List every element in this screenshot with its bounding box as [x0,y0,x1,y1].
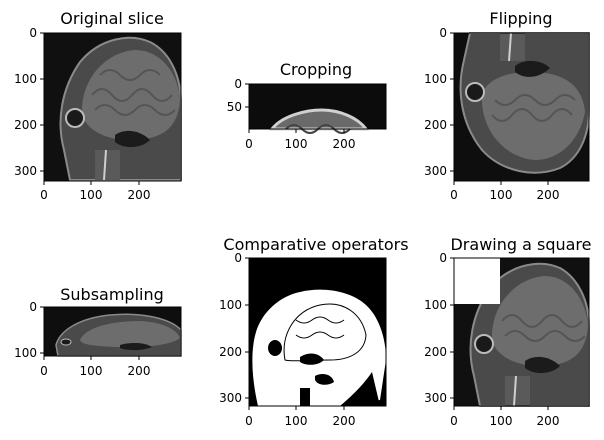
y-tick-label: 200 [14,118,37,132]
x-tick-label: 0 [450,188,458,202]
panel-title: Original slice [60,9,164,28]
y-tick-label: 0 [29,300,37,314]
image-subsampling [44,307,182,357]
x-tick-label: 200 [128,364,151,378]
panel-title: Flipping [489,9,552,28]
y-tick-label: 0 [234,77,242,91]
y-tick-label: 100 [424,72,447,86]
x-tick-label: 200 [333,137,356,151]
x-axis: 0 100 200 [40,356,150,378]
x-tick-label: 0 [40,188,48,202]
image-flipping [454,32,590,181]
y-tick-label: 100 [219,298,242,312]
x-axis: 0 100 200 [450,406,559,428]
panel-title: Drawing a square [450,235,591,254]
y-axis: 0 100 200 300 [424,26,454,178]
y-tick-label: 200 [424,118,447,132]
x-tick-label: 100 [80,188,103,202]
y-tick-label: 100 [424,298,447,312]
panel-cropping: Cropping 0 50 0 100 200 [227,60,387,151]
x-axis: 0 100 200 [450,181,559,202]
x-tick-label: 100 [80,364,103,378]
y-tick-label: 0 [234,251,242,265]
x-tick-label: 0 [245,414,253,428]
x-tick-label: 0 [450,414,458,428]
x-tick-label: 200 [128,188,151,202]
drawn-square [454,258,500,304]
y-axis: 0 50 [227,77,249,114]
y-tick-label: 300 [219,391,242,405]
panel-title: Subsampling [60,285,164,304]
x-axis: 0 100 200 [245,406,355,428]
x-axis: 0 100 200 [245,129,355,151]
y-tick-label: 300 [424,391,447,405]
y-tick-label: 300 [14,164,37,178]
image-cropping [249,84,386,134]
x-tick-label: 100 [285,414,308,428]
x-tick-label: 200 [333,414,356,428]
x-axis: 0 100 200 [40,181,150,202]
y-tick-label: 300 [424,164,447,178]
y-tick-label: 0 [439,251,447,265]
panel-comparative: Comparative operators 0 100 200 300 [219,235,408,428]
panel-subsampling: Subsampling 0 100 0 100 200 [14,285,182,378]
x-tick-label: 0 [245,137,253,151]
y-axis: 0 100 200 300 [219,251,249,405]
y-axis: 0 100 [14,300,44,360]
y-tick-label: 100 [14,72,37,86]
y-axis: 0 100 200 300 [14,26,44,178]
y-tick-label: 0 [439,26,447,40]
y-tick-label: 200 [219,345,242,359]
y-tick-label: 0 [29,26,37,40]
panel-flipping: Flipping 0 100 200 300 [424,9,590,202]
x-tick-label: 200 [537,188,560,202]
y-tick-label: 200 [424,345,447,359]
x-tick-label: 200 [537,414,560,428]
x-tick-label: 100 [490,414,513,428]
y-tick-label: 100 [14,346,37,360]
image-original [44,33,182,181]
panel-original: Original slice 0 100 2 [14,9,182,202]
y-axis: 0 100 200 300 [424,251,454,405]
x-tick-label: 100 [285,137,308,151]
panel-square: Drawing a square 0 100 200 300 [424,235,591,428]
image-square [454,258,590,407]
y-tick-label: 50 [227,100,242,114]
panel-title: Comparative operators [223,235,408,254]
panel-title: Cropping [280,60,352,79]
x-tick-label: 100 [490,188,513,202]
image-comparative [249,258,386,406]
x-tick-label: 0 [40,364,48,378]
